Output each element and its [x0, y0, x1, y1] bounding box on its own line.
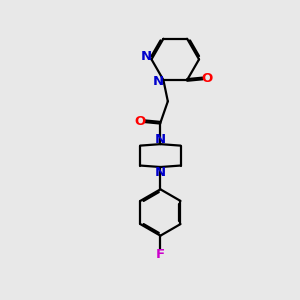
Text: F: F	[156, 248, 165, 261]
Text: N: N	[155, 166, 166, 178]
Text: N: N	[152, 75, 164, 88]
Text: N: N	[141, 50, 152, 64]
Text: O: O	[135, 115, 146, 128]
Text: O: O	[202, 72, 213, 85]
Text: N: N	[155, 133, 166, 146]
